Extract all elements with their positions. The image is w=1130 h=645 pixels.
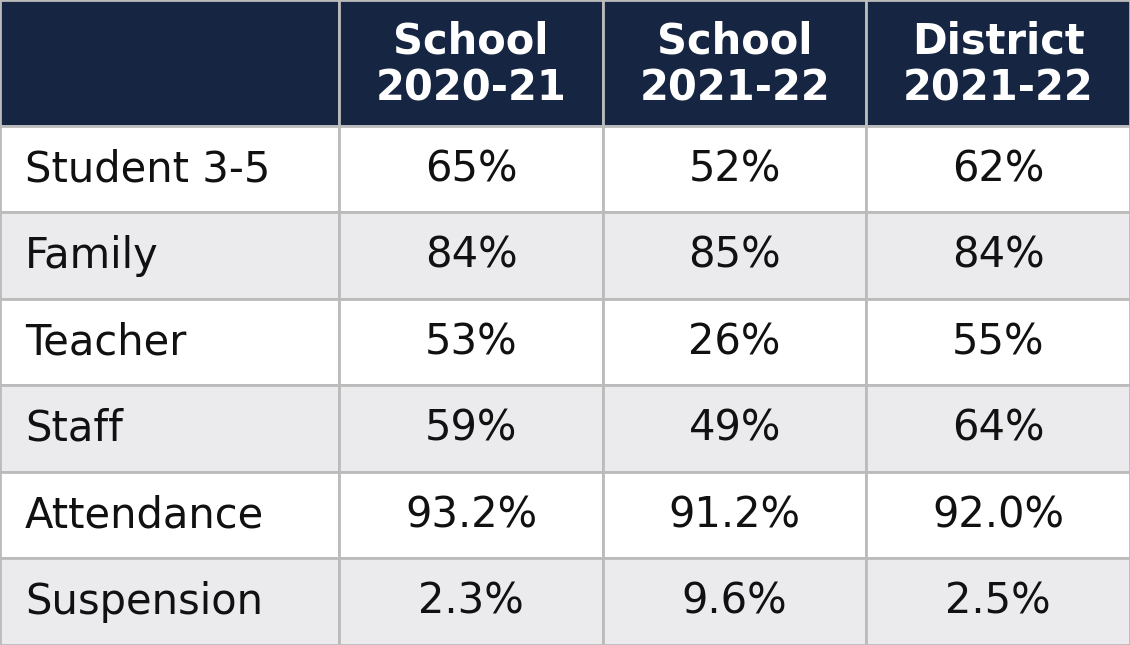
Text: Teacher: Teacher	[25, 321, 186, 363]
Bar	[0, 299, 339, 386]
Text: 92.0%: 92.0%	[932, 494, 1064, 536]
Bar	[867, 386, 1130, 472]
Bar	[603, 472, 867, 559]
Bar	[0, 126, 339, 212]
Text: 2021-22: 2021-22	[903, 67, 1094, 109]
Bar	[603, 386, 867, 472]
Bar	[339, 559, 603, 645]
Text: 91.2%: 91.2%	[669, 494, 801, 536]
Bar	[603, 212, 867, 299]
Text: 2021-22: 2021-22	[640, 67, 831, 109]
Bar	[0, 386, 339, 472]
Bar	[867, 212, 1130, 299]
Text: 2.5%: 2.5%	[946, 580, 1051, 622]
Text: Family: Family	[25, 235, 158, 277]
Bar	[339, 299, 603, 386]
Text: 52%: 52%	[688, 148, 781, 190]
Bar	[867, 126, 1130, 212]
Bar	[339, 386, 603, 472]
Text: 85%: 85%	[688, 235, 781, 277]
Text: 9.6%: 9.6%	[681, 580, 788, 622]
Bar	[603, 559, 867, 645]
Text: 93.2%: 93.2%	[405, 494, 537, 536]
Bar	[0, 212, 339, 299]
Bar	[867, 559, 1130, 645]
Bar	[339, 472, 603, 559]
Text: Suspension: Suspension	[25, 580, 263, 622]
Text: Attendance: Attendance	[25, 494, 264, 536]
Bar	[603, 299, 867, 386]
Text: 84%: 84%	[951, 235, 1044, 277]
Text: 59%: 59%	[425, 408, 518, 450]
Text: 2020-21: 2020-21	[375, 67, 566, 109]
Bar	[0, 559, 339, 645]
Text: School: School	[393, 21, 549, 63]
Bar	[603, 126, 867, 212]
Text: 65%: 65%	[425, 148, 518, 190]
Bar	[867, 472, 1130, 559]
Text: 64%: 64%	[951, 408, 1044, 450]
Text: 53%: 53%	[425, 321, 518, 363]
Bar	[0, 472, 339, 559]
Text: Student 3-5: Student 3-5	[25, 148, 270, 190]
Text: 26%: 26%	[688, 321, 781, 363]
Text: District: District	[912, 21, 1085, 63]
Bar	[339, 126, 603, 212]
Bar	[867, 299, 1130, 386]
Text: Staff: Staff	[25, 408, 123, 450]
Text: School: School	[657, 21, 812, 63]
Text: 55%: 55%	[951, 321, 1044, 363]
Text: 62%: 62%	[953, 148, 1044, 190]
Bar	[339, 0, 603, 126]
Bar	[0, 0, 339, 126]
Text: 2.3%: 2.3%	[418, 580, 524, 622]
Text: 49%: 49%	[688, 408, 781, 450]
Text: 84%: 84%	[425, 235, 518, 277]
Bar	[867, 0, 1130, 126]
Bar	[603, 0, 867, 126]
Bar	[339, 212, 603, 299]
